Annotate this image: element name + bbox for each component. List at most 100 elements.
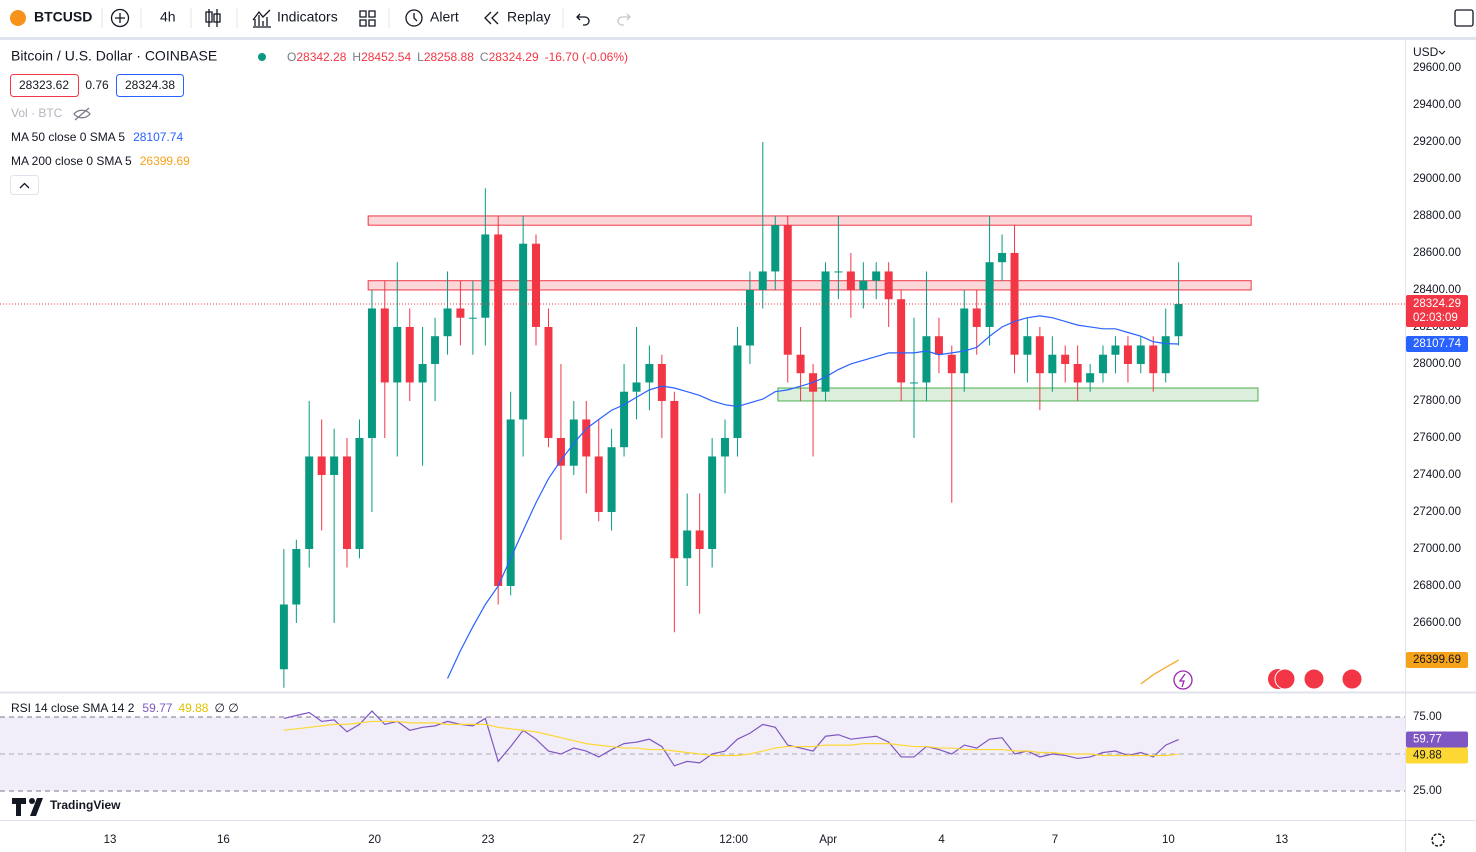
ohlc-label: O <box>287 50 296 64</box>
indicators[interactable]: Indicators <box>277 9 338 25</box>
candle-body <box>305 456 314 549</box>
ask-box[interactable] <box>116 74 184 97</box>
candle-body <box>342 456 351 549</box>
candle-body <box>582 419 591 457</box>
candle-body <box>1123 345 1132 364</box>
y-tick-label: 28000.00 <box>1413 358 1461 370</box>
x-tick-label: 7 <box>1052 834 1058 846</box>
replay-icon[interactable] <box>484 11 499 25</box>
y-tick-label: 28600.00 <box>1413 247 1461 259</box>
bid-box[interactable] <box>10 74 79 97</box>
candle-body <box>872 271 881 281</box>
y-tick-label: 26800.00 <box>1413 580 1461 592</box>
ask: 28324.38 <box>125 78 175 92</box>
chart-type[interactable] <box>205 9 221 27</box>
x-tick-label: 23 <box>482 834 495 846</box>
undo[interactable] <box>576 13 590 26</box>
event-icon[interactable] <box>1341 668 1363 690</box>
countdown: 02:03:09 <box>1413 312 1458 324</box>
event-icon[interactable] <box>1303 668 1325 690</box>
rsi-title: RSI 14 close SMA 14 2 <box>11 701 135 715</box>
candle-body <box>556 437 565 466</box>
fullscreen[interactable] <box>1454 9 1474 27</box>
candle-body <box>670 400 679 559</box>
candle-body <box>884 271 893 300</box>
y-tick-label: 29400.00 <box>1413 99 1461 111</box>
settings[interactable] <box>1431 833 1445 847</box>
ma200-legend: MA 200 close 0 SMA 5 26399.69 <box>11 154 190 168</box>
candle-body <box>468 317 477 319</box>
ohlc-value: 28324.29 <box>489 50 539 64</box>
alert-icon[interactable] <box>405 9 423 27</box>
candle-body <box>1136 345 1145 364</box>
candle-body <box>531 243 540 327</box>
y-tick-label: 27200.00 <box>1413 506 1461 518</box>
candle-body <box>1086 373 1095 383</box>
alert[interactable]: Alert <box>430 9 459 25</box>
rsi-tag-value: 59.77 <box>1413 734 1442 746</box>
ma-line <box>446 315 1179 679</box>
candle-body <box>481 234 490 318</box>
x-tick-label: 10 <box>1162 834 1175 846</box>
candle-body <box>821 271 830 392</box>
hidden-icon[interactable] <box>73 107 91 121</box>
ma50-value: 28107.74 <box>133 130 183 144</box>
x-tick-label: 13 <box>104 834 117 846</box>
redo[interactable] <box>617 13 631 26</box>
candle-body <box>733 345 742 438</box>
spread: 0.76 <box>85 78 109 92</box>
alert-hand <box>413 13 418 22</box>
candle-body <box>834 271 843 273</box>
add-symbol[interactable] <box>110 8 130 28</box>
collapse-legend[interactable] <box>10 175 39 195</box>
candle-body <box>317 456 326 475</box>
candle-body <box>506 419 515 586</box>
candle-body <box>972 308 981 327</box>
candle-body <box>1035 336 1044 374</box>
candle-body <box>632 382 641 392</box>
candle-body <box>909 382 918 384</box>
y-tick-label: 27600.00 <box>1413 432 1461 444</box>
candle-body <box>544 326 553 438</box>
event-icon[interactable] <box>1274 668 1296 690</box>
y-tick-label: 27800.00 <box>1413 395 1461 407</box>
ma200-value: 26399.69 <box>140 154 190 168</box>
candle-body <box>393 326 402 383</box>
candle-body <box>330 456 339 475</box>
volume-legend: Vol · BTC <box>11 106 63 120</box>
y-tick-label: 28400.00 <box>1413 284 1461 296</box>
event-icon[interactable] <box>1173 670 1193 690</box>
candle-body <box>494 234 503 586</box>
symbol[interactable]: BTCUSD <box>34 9 92 25</box>
candle-body <box>960 308 969 374</box>
price-tag <box>1406 294 1468 327</box>
ma50-legend: MA 50 close 0 SMA 5 28107.74 <box>11 130 183 144</box>
candle-body <box>846 271 855 290</box>
ohlc-value: 28342.28 <box>296 50 346 64</box>
candle-body <box>594 456 603 512</box>
change: -16.70 (-0.06%) <box>545 50 628 64</box>
zone <box>777 387 1259 402</box>
rsi-pane <box>0 710 1405 792</box>
currency[interactable]: USD <box>1413 45 1439 59</box>
candle-body <box>934 336 943 355</box>
interval[interactable]: 4h <box>160 9 176 25</box>
candle-body <box>758 271 767 290</box>
ma50-name: MA 50 close 0 SMA 5 <box>11 130 125 144</box>
rsi-tag-value: 49.88 <box>1413 750 1442 762</box>
candle-body <box>1061 354 1070 364</box>
candle-body <box>607 447 616 512</box>
rsi-sma-value: 49.88 <box>178 701 208 715</box>
y-tick-label: 29600.00 <box>1413 62 1461 74</box>
replay[interactable]: Replay <box>507 9 551 25</box>
candle-body <box>367 308 376 438</box>
indicators-icon[interactable] <box>252 9 271 28</box>
bolt <box>1178 673 1186 688</box>
layouts[interactable] <box>359 10 376 27</box>
candle-body <box>657 363 666 401</box>
candle-body <box>1048 354 1057 374</box>
ma-tag <box>1406 336 1468 353</box>
rsi-line <box>283 710 1179 767</box>
y-tick-label: 27000.00 <box>1413 543 1461 555</box>
x-tick-label: 13 <box>1275 834 1288 846</box>
